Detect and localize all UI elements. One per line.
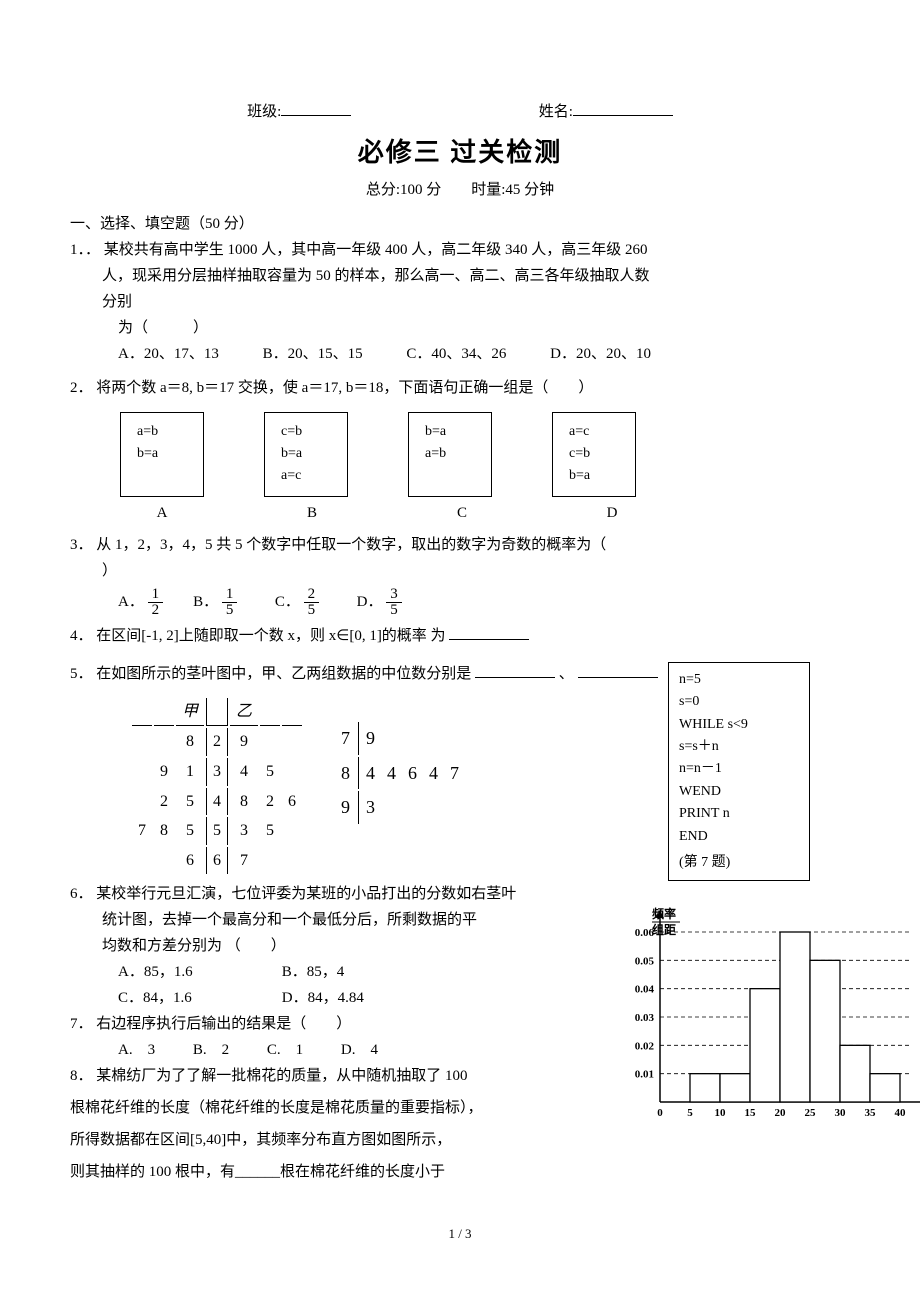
- q8-l3: 所得数据都在区间[5,40]中，其频率分布直方图如图所示，: [70, 1128, 590, 1152]
- q3-frac-a: 12: [148, 587, 164, 618]
- q4-blank: [449, 625, 529, 640]
- svg-text:20: 20: [775, 1107, 787, 1119]
- class-blank: [281, 101, 351, 116]
- q1-opt-c: C．40、34、26: [406, 342, 506, 366]
- q7-text: 右边程序执行后输出的结果是（ ）: [96, 1016, 351, 1032]
- q6-num: 6．: [70, 886, 93, 902]
- q1-num: 1．．: [70, 242, 100, 258]
- q2-box-c: b=a a=b: [408, 412, 492, 497]
- header-line: 班级: 姓名:: [70, 100, 850, 124]
- page-number: 1 / 3: [70, 1224, 850, 1245]
- q2-text: 将两个数 a＝8, b＝17 交换，使 a＝17, b＝18，下面语句正确一组是…: [96, 380, 593, 396]
- svg-text:频率: 频率: [652, 906, 676, 921]
- name-label: 姓名:: [539, 104, 573, 120]
- q7-opts: A. 3 B. 2 C. 1 D. 4: [118, 1038, 590, 1062]
- q2-labels: A B C D: [120, 501, 850, 525]
- q3-frac-d: 35: [386, 587, 402, 618]
- q3-frac-b: 15: [222, 587, 238, 618]
- q1-line4: 为（ ）: [118, 316, 850, 340]
- q1-line1: 某校共有高中学生 1000 人，其中高一年级 400 人，高二年级 340 人，…: [104, 242, 648, 258]
- q7-num: 7．: [70, 1016, 93, 1032]
- q4: 4． 在区间[-1, 2]上随即取一个数 x，则 x∈[0, 1]的概率 为: [70, 624, 850, 648]
- time-limit: 时量:45 分钟: [471, 182, 554, 198]
- q1-options: A．20、17、13 B．20、15、15 C．40、34、26 D．20、20…: [118, 342, 850, 366]
- q1-opt-b: B．20、15、15: [263, 342, 363, 366]
- q4-num: 4．: [70, 628, 93, 644]
- q2-label-a: A: [120, 501, 204, 525]
- svg-text:40: 40: [895, 1107, 907, 1119]
- q8-l2: 根棉花纤维的长度（棉花纤维的长度是棉花质量的重要指标），: [70, 1096, 590, 1120]
- section-1-heading: 一、选择、填空题（50 分）: [70, 212, 850, 236]
- q2-box-d: a=c c=b b=a: [552, 412, 636, 497]
- program-box: n=5 s=0 WHILE s<9 s=s＋n n=n－1 WEND PRINT…: [668, 662, 810, 882]
- program-caption: (第 7 题): [679, 852, 799, 874]
- q8: 8． 某棉纺厂为了了解一批棉花的质量，从中随机抽取了 100: [70, 1064, 590, 1088]
- svg-text:5: 5: [687, 1107, 693, 1119]
- svg-text:15: 15: [745, 1107, 757, 1119]
- q2-label-c: C: [420, 501, 504, 525]
- histogram: 频率组距长度0.010.020.030.040.050.060510152025…: [610, 902, 910, 1150]
- svg-text:0.03: 0.03: [635, 1012, 655, 1024]
- svg-text:30: 30: [835, 1107, 847, 1119]
- q6-l3: 均数和方差分别为 （ ）: [102, 934, 590, 958]
- q1-line2: 人，现采用分层抽样抽取容量为 50 的样本，那么高一、高二、高三各年级抽取人数: [102, 264, 850, 288]
- svg-text:0.05: 0.05: [635, 956, 655, 968]
- q1-line3: 分别: [102, 290, 850, 314]
- q3-text: 从 1，2，3，4，5 共 5 个数字中任取一个数字，取出的数字为奇数的概率为（: [96, 537, 606, 553]
- q2-box-a: a=b b=a: [120, 412, 204, 497]
- subtitle: 总分:100 分 时量:45 分钟: [70, 178, 850, 202]
- q6: 6． 某校举行元旦汇演，七位评委为某班的小品打出的分数如右茎叶: [70, 882, 590, 906]
- q4-text: 在区间[-1, 2]上随即取一个数 x，则 x∈[0, 1]的概率 为: [96, 628, 445, 644]
- svg-text:0.06: 0.06: [635, 927, 655, 939]
- svg-text:10: 10: [715, 1107, 727, 1119]
- q6-opts1: A．85，1.6 B．85，4: [118, 960, 590, 984]
- svg-text:0: 0: [657, 1107, 663, 1119]
- q8-num: 8．: [70, 1068, 93, 1084]
- q3-frac-c: 25: [304, 587, 320, 618]
- q3: 3． 从 1，2，3，4，5 共 5 个数字中任取一个数字，取出的数字为奇数的概…: [70, 533, 850, 557]
- class-label: 班级:: [247, 104, 281, 120]
- svg-text:35: 35: [865, 1107, 877, 1119]
- q3-num: 3．: [70, 537, 93, 553]
- q2-box-b: c=b b=a a=c: [264, 412, 348, 497]
- stemleaf-table-2: 79 844647 93: [334, 720, 466, 826]
- svg-text:0.02: 0.02: [635, 1041, 655, 1053]
- svg-text:0.04: 0.04: [635, 984, 655, 996]
- q1-opt-a: A．20、17、13: [118, 342, 219, 366]
- stemleaf-table-1: 甲乙 829 91345 254826 785535 667: [130, 696, 304, 877]
- q5-num: 5．: [70, 666, 93, 682]
- q8-l1: 某棉纺厂为了了解一批棉花的质量，从中随机抽取了 100: [96, 1068, 467, 1084]
- q1-opt-d: D．20、20、10: [550, 342, 651, 366]
- q6-l1: 某校举行元旦汇演，七位评委为某班的小品打出的分数如右茎叶: [96, 886, 516, 902]
- q2-label-b: B: [264, 501, 360, 525]
- q1: 1．． 某校共有高中学生 1000 人，其中高一年级 400 人，高二年级 34…: [70, 238, 850, 262]
- main-title: 必修三 过关检测: [70, 132, 850, 174]
- svg-text:0.01: 0.01: [635, 1069, 654, 1081]
- svg-text:组距: 组距: [652, 922, 676, 937]
- q8-l4: 则其抽样的 100 根中，有______根在棉花纤维的长度小于: [70, 1160, 590, 1184]
- q2-code-boxes: a=b b=a c=b b=a a=c b=a a=b a=c c=b b=a: [120, 412, 850, 497]
- total-score: 总分:100 分: [366, 182, 441, 198]
- histogram-svg: 频率组距长度0.010.020.030.040.050.060510152025…: [610, 902, 920, 1142]
- q5-blank1: [475, 663, 555, 678]
- q3-text2: ）: [102, 559, 850, 583]
- q5-text: 在如图所示的茎叶图中，甲、乙两组数据的中位数分别是: [96, 666, 471, 682]
- q2: 2． 将两个数 a＝8, b＝17 交换，使 a＝17, b＝18，下面语句正确…: [70, 376, 850, 400]
- q6-opts2: C．84，1.6 D．84，4.84: [118, 986, 590, 1010]
- q6-l2: 统计图，去掉一个最高分和一个最低分后，所剩数据的平: [102, 908, 590, 932]
- q2-label-d: D: [564, 501, 660, 525]
- q2-num: 2．: [70, 380, 93, 396]
- q7: 7． 右边程序执行后输出的结果是（ ）: [70, 1012, 590, 1036]
- q5-blank2: [578, 663, 658, 678]
- svg-text:25: 25: [805, 1107, 817, 1119]
- name-blank: [573, 101, 673, 116]
- q3-options: A． 12 B． 15 C． 25 D． 35: [118, 587, 850, 618]
